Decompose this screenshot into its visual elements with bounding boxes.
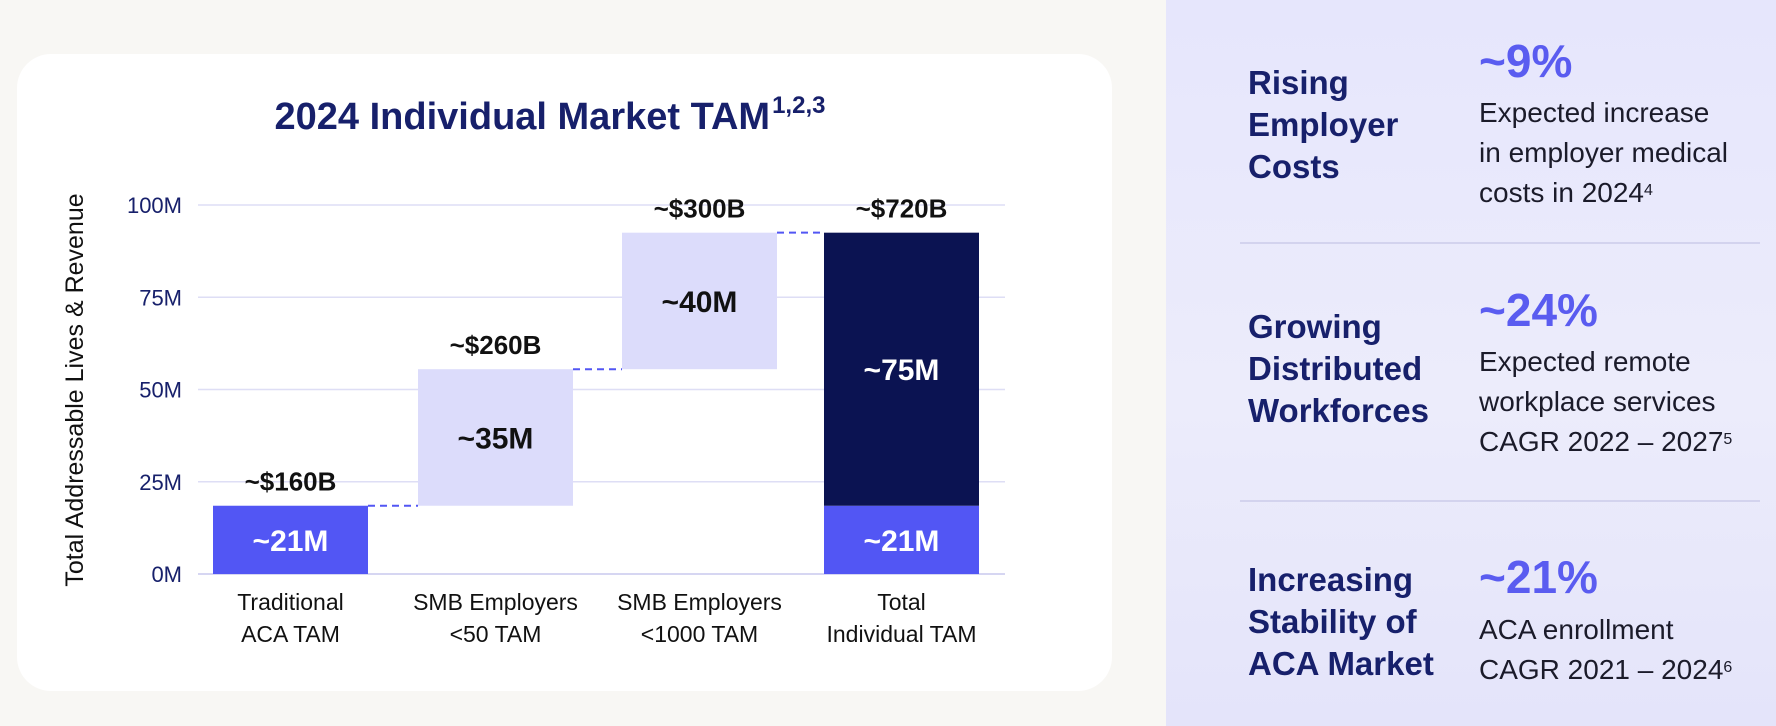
revenue-label: ~$260B (450, 330, 542, 360)
bar-segment (824, 505, 979, 574)
bar-segment (622, 232, 777, 370)
bar-segment (418, 369, 573, 506)
footnote-marker: 4 (1644, 182, 1653, 199)
chart-title-footnote: 1,2,3 (772, 92, 826, 119)
stat-value: ~24% (1479, 284, 1598, 336)
stat-divider (1240, 500, 1760, 502)
y-axis-label: Total Addressable Lives & Revenue (61, 193, 89, 586)
x-category-label: <50 TAM (450, 621, 542, 647)
footnote-marker: 5 (1723, 431, 1733, 448)
chart-title: 2024 Individual Market TAM1,2,3 (274, 92, 826, 138)
y-tick-label: 25M (139, 470, 182, 495)
stat-value: ~21% (1479, 551, 1598, 603)
x-category-label: SMB Employers (413, 589, 578, 615)
waterfall-chart: 0M 25M 50M 75M 100M Total Addressable Lives &… (61, 193, 1005, 647)
x-category-label: <1000 TAM (641, 621, 758, 647)
stat-value: ~9% (1479, 35, 1573, 87)
bar-segment (824, 232, 979, 506)
stat-description: Expected increase in employer medical cost… (1479, 97, 1728, 208)
x-category-label: ACA TAM (241, 621, 340, 647)
stat-divider (1240, 242, 1760, 244)
y-tick-label: 50M (139, 378, 182, 403)
y-tick-label: 100M (127, 193, 182, 218)
revenue-label: ~$720B (856, 194, 948, 224)
y-tick-label: 75M (139, 285, 182, 310)
stat-label: Growing Distributed Workforces (1248, 308, 1429, 429)
bar-segment (213, 505, 368, 574)
bar-value-label: ~35M (458, 422, 534, 455)
stats-panel (1166, 0, 1776, 726)
stat-label: Increasing Stability of ACA Market (1248, 561, 1434, 682)
y-tick-label: 0M (151, 562, 182, 587)
stat-label: Rising Employer Costs (1248, 64, 1399, 185)
x-category-label: Traditional (237, 589, 344, 615)
footnote-marker: 6 (1723, 659, 1733, 676)
bar-value-label: ~75M (864, 354, 940, 387)
stat-description: Expected remote workplace services CAGR 20… (1479, 346, 1733, 457)
x-category-label: Total (877, 589, 926, 615)
revenue-label: ~$300B (654, 194, 746, 224)
bar-value-label: ~21M (253, 525, 329, 558)
bar-value-label: ~40M (662, 286, 738, 319)
stat-description: ACA enrollment CAGR 2021 – 20246 (1479, 614, 1733, 685)
x-category-label: SMB Employers (617, 589, 782, 615)
x-category-label: Individual TAM (827, 621, 977, 647)
revenue-label: ~$160B (245, 467, 337, 497)
bar-value-label: ~21M (864, 525, 940, 558)
